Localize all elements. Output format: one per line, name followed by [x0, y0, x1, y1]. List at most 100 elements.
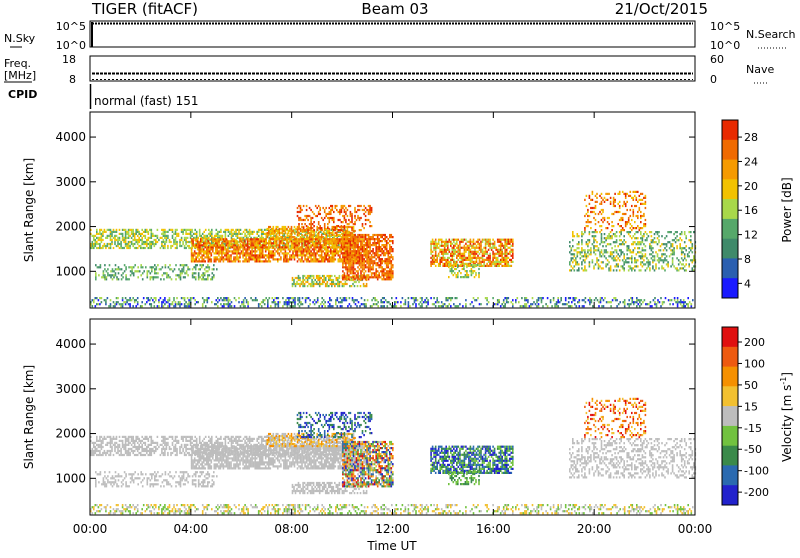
echo-cell	[285, 232, 287, 234]
echo-cell	[655, 251, 657, 253]
echo-cell	[441, 243, 443, 245]
echo-cell	[344, 234, 346, 236]
echo-cell	[104, 264, 106, 266]
echo-cell	[298, 238, 300, 240]
echo-cell	[148, 237, 150, 239]
echo-cell	[329, 211, 331, 213]
echo-cell	[235, 252, 237, 254]
echo-cell	[319, 279, 321, 281]
echo-cell	[288, 246, 290, 248]
echo-cell	[313, 254, 315, 256]
echo-cell	[309, 246, 311, 248]
echo-cell	[339, 250, 341, 252]
echo-cell	[685, 259, 687, 261]
echo-cell	[162, 266, 164, 268]
echo-cell	[660, 245, 662, 247]
echo-cell	[187, 237, 189, 239]
echo-cell	[380, 260, 382, 262]
echo-cell	[233, 246, 235, 248]
echo-cell	[353, 254, 355, 256]
nsearch-tick-top: 10^5	[710, 20, 740, 33]
echo-cell	[151, 229, 153, 231]
echo-cell	[238, 231, 240, 233]
echo-cell	[360, 272, 362, 274]
echo-cell	[201, 238, 203, 240]
echo-cell	[123, 237, 125, 239]
echo-cell	[321, 234, 323, 236]
echo-cell	[226, 248, 228, 250]
echo-cell	[451, 268, 453, 270]
echo-cell	[679, 247, 681, 249]
echo-cell	[354, 246, 356, 248]
echo-cell	[356, 246, 358, 248]
echo-cell	[362, 240, 364, 242]
echo-cell	[590, 227, 592, 229]
echo-cell	[489, 239, 491, 241]
echo-cell	[333, 229, 335, 231]
echo-cell	[277, 252, 279, 254]
echo-cell	[685, 269, 687, 271]
echo-cell	[628, 221, 630, 223]
echo-cell	[341, 225, 343, 227]
echo-cell	[458, 251, 460, 253]
echo-cell	[117, 243, 119, 245]
echo-cell	[311, 275, 313, 277]
echo-cell	[569, 251, 571, 253]
echo-cell	[228, 229, 230, 231]
echo-cell	[688, 251, 690, 253]
echo-cell	[384, 262, 386, 264]
echo-cell	[107, 272, 109, 274]
echo-cell	[303, 219, 305, 221]
echo-cell	[140, 239, 142, 241]
echo-cell	[322, 246, 324, 248]
echo-cell	[192, 258, 194, 260]
echo-cell	[649, 263, 651, 265]
echo-cell	[298, 242, 300, 244]
echo-cell	[344, 240, 346, 242]
echo-cell	[99, 237, 101, 239]
echo-cell	[342, 244, 344, 246]
echo-cell	[369, 246, 371, 248]
echo-cell	[176, 243, 178, 245]
echo-cell	[356, 238, 358, 240]
echo-cell	[181, 237, 183, 239]
echo-cell	[368, 213, 370, 215]
echo-cell	[286, 242, 288, 244]
echo-cell	[149, 247, 151, 249]
echo-cell	[435, 247, 437, 249]
echo-cell	[163, 229, 165, 231]
echo-cell	[330, 277, 332, 279]
echo-cell	[664, 257, 666, 259]
echo-cell	[637, 243, 639, 245]
echo-cell	[439, 263, 441, 265]
echo-cell	[652, 251, 654, 253]
echo-cell	[447, 253, 449, 255]
echo-cell	[282, 246, 284, 248]
echo-cell	[587, 209, 589, 211]
echo-cell	[467, 245, 469, 247]
echo-cell	[313, 225, 315, 227]
echo-cell	[99, 303, 101, 305]
echo-cell	[646, 237, 648, 239]
echo-cell	[391, 236, 393, 238]
echo-cell	[356, 276, 358, 278]
echo-cell	[123, 301, 125, 303]
echo-cell	[288, 242, 290, 244]
echo-cell	[634, 261, 636, 263]
echo-cell	[208, 250, 210, 252]
echo-cell	[636, 197, 638, 199]
echo-cell	[309, 260, 311, 262]
echo-cell	[212, 276, 214, 278]
echo-cell	[279, 232, 281, 234]
echo-cell	[623, 203, 625, 205]
echo-cell	[377, 238, 379, 240]
echo-cell	[110, 299, 112, 301]
echo-cell	[318, 221, 320, 223]
echo-cell	[480, 261, 482, 263]
echo-cell	[678, 239, 680, 241]
echo-cell	[135, 247, 137, 249]
echo-cell	[199, 233, 201, 235]
echo-cell	[391, 276, 393, 278]
echo-cell	[589, 261, 591, 263]
echo-cell	[261, 235, 263, 237]
